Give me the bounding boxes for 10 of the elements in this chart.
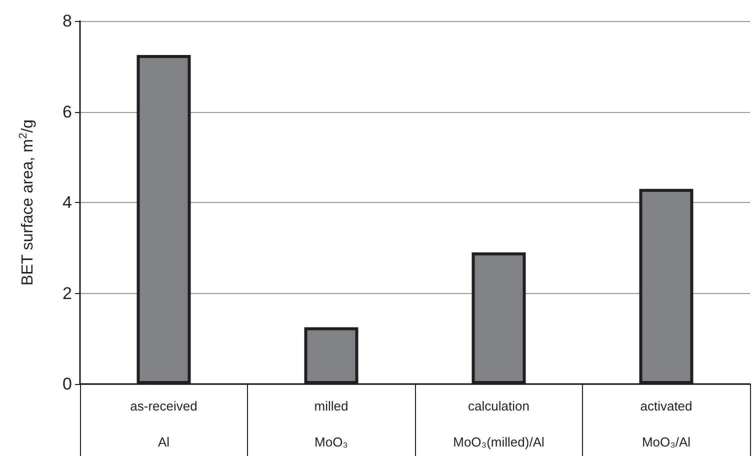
category-label: activated MoO₃/Al bbox=[640, 398, 692, 450]
y-tick-label: 6 bbox=[62, 102, 72, 122]
category-label: calculation MoO₃(milled)/Al bbox=[453, 398, 544, 450]
category-label: as-received Al bbox=[130, 398, 198, 450]
y-axis-title: BET surface area, m2/g bbox=[18, 119, 36, 286]
y-tick-label: 8 bbox=[62, 12, 72, 30]
y-tick-label: 4 bbox=[62, 193, 72, 212]
y-tick-label: 2 bbox=[62, 284, 72, 303]
y-tick-label: 0 bbox=[62, 374, 72, 394]
category-label: milled MoO₃ bbox=[314, 398, 348, 450]
